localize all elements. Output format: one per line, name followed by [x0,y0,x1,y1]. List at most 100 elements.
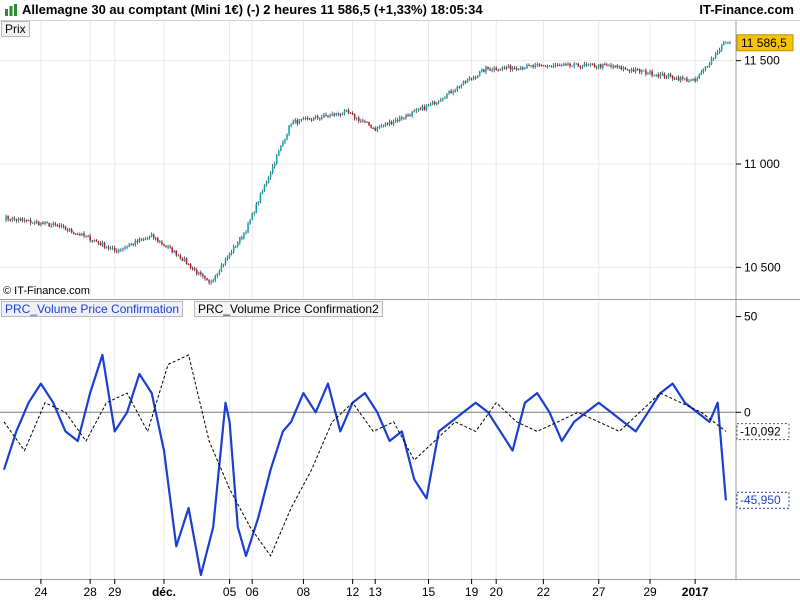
candle-down [113,247,116,251]
candle-down [423,106,426,111]
candle-up [142,238,145,240]
candle-up [472,77,475,79]
candle-up [380,125,383,128]
candle-up [634,68,637,72]
candle-down [540,64,543,66]
candle-down [579,66,582,68]
candle-up [706,66,709,68]
candle-down [7,216,9,220]
candle-down [503,67,506,69]
candle-up [704,67,707,70]
price-axis: 11 500 11 000 10 500 [736,54,781,274]
vpc-series-line [2,353,727,577]
candle-up [222,264,225,266]
candle-up [343,110,346,114]
candle-up [323,114,325,118]
candle-down [347,110,350,113]
candle-up [499,69,502,71]
candle-up [690,79,692,81]
candle-down [390,121,393,125]
candle-up [721,44,723,50]
candle-up [52,223,54,225]
candle-down [181,258,184,261]
tab-price[interactable]: Prix [1,21,30,37]
price-panel-bg [0,21,736,298]
candle-up [360,120,362,122]
candle-up [146,237,149,239]
candle-up [403,117,405,119]
candle-down [25,220,28,222]
brand-label: IT-Finance.com [699,2,794,17]
candle-up [245,232,247,234]
candle-up [269,172,272,178]
candle-up [641,70,643,73]
candle-up [101,242,104,245]
candle-down [337,113,340,115]
candle-down [487,66,489,69]
candle-up [440,99,442,102]
chart-area[interactable]: 11 500 11 000 10 500 11 586,5 50 0 -10,092 -4… [0,21,800,600]
candle-up [167,246,169,248]
candle-up [647,73,649,75]
candle-up [292,121,294,125]
candle-up [304,117,307,119]
last-price-badge [736,34,794,52]
candle-down [241,237,243,239]
candle-up [425,105,428,111]
tab-volume-price-confirmation-2[interactable]: PRC_Volume Price Confirmation2 [194,301,383,317]
candle-down [624,67,627,70]
candle-up [228,253,231,258]
candle-up [288,125,290,135]
candle-up [198,272,200,274]
last-price-label: 11 586,5 [741,36,787,50]
candle-up [148,236,151,238]
candle-up [265,182,268,186]
candle-up [622,67,625,70]
candle-up [466,80,469,83]
tab-volume-price-confirmation[interactable]: PRC_Volume Price Confirmation [1,301,184,317]
candle-down [107,247,110,249]
candle-down [495,68,497,70]
candle-down [70,229,73,233]
candle-up [554,64,557,66]
candle-down [87,235,89,237]
candle-up [286,134,288,140]
candle-up [413,110,415,112]
chart-app-icon [5,4,17,16]
time-tick-label: 22 [537,585,551,599]
candle-up [507,65,510,68]
candle-down [372,127,374,129]
candle-down [116,250,118,252]
candle-up [183,258,186,261]
candle-up [255,203,258,213]
candle-up [417,108,420,110]
price-tick-label: 10 500 [744,260,781,274]
candle-down [464,81,467,83]
candle-up [232,246,235,253]
candle-down [196,269,198,274]
candle-down [542,65,545,67]
candle-up [479,71,481,76]
candle-up [517,69,520,71]
candle-up [214,276,217,281]
candle-down [202,274,204,277]
candle-down [522,67,524,69]
candle-up [649,71,651,74]
candle-down [317,116,319,119]
candle-down [296,120,299,124]
candle-down [56,224,59,226]
candle-down [528,64,530,66]
candle-down [682,77,684,79]
candle-down [386,123,389,125]
candle-up [597,64,600,68]
candle-up [243,233,245,238]
candle-down [72,232,75,234]
candle-down [200,272,202,275]
indicator-last-value-label: -10,092 [740,425,781,439]
candle-up [33,221,36,223]
candle-up [659,74,662,77]
candle-up [712,57,715,59]
candle-down [333,113,335,116]
candle-up [435,102,438,105]
candle-up [294,120,296,122]
